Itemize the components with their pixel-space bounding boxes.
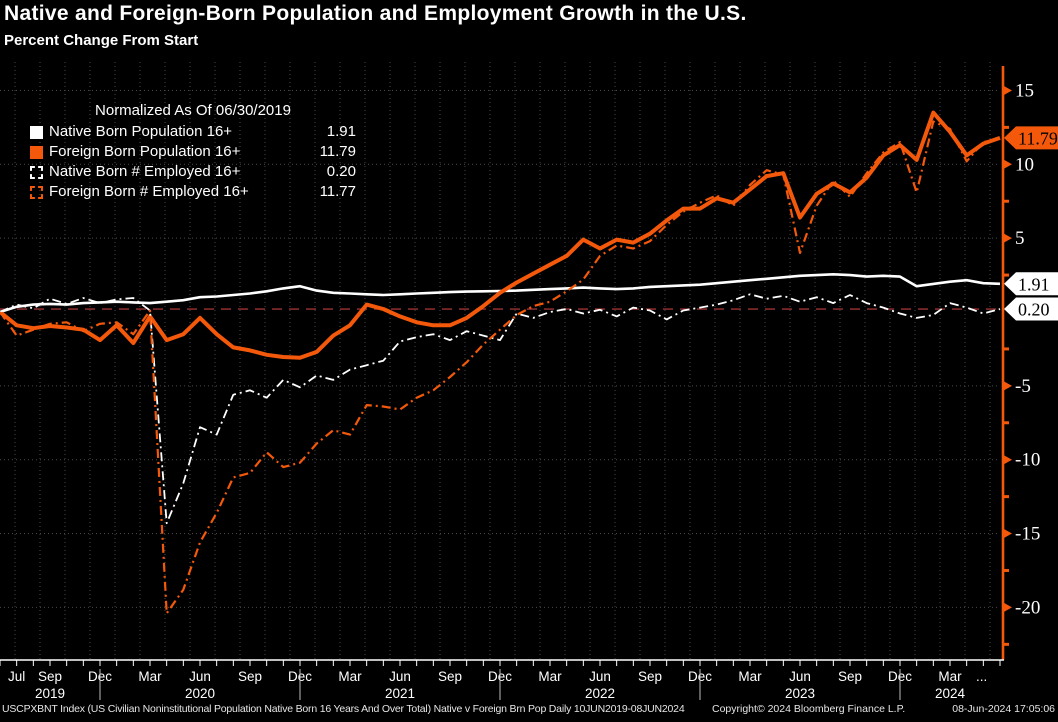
x-axis-month-label: Sep — [238, 669, 262, 684]
chart-legend: Normalized As Of 06/30/2019 Native Born … — [30, 101, 356, 202]
legend-item-label: Foreign Born # Employed 16+ — [49, 183, 249, 200]
page-subtitle: Percent Change From Start — [4, 32, 199, 49]
y-axis-tick-arrow-icon — [1003, 602, 1012, 613]
last-value-tag-label: 0.20 — [1018, 300, 1050, 320]
legend-item-value: 0.20 — [326, 163, 356, 180]
x-axis-year-label: 2024 — [935, 686, 966, 701]
legend-item-label: Native Born Population 16+ — [49, 123, 233, 140]
legend-item-0[interactable]: Native Born Population 16+ 1.91 — [30, 122, 356, 142]
x-axis-month-label: Jun — [589, 669, 611, 684]
y-axis-tick-arrow-icon — [1003, 454, 1012, 465]
x-axis-month-label: Sep — [438, 669, 462, 684]
y-axis-tick-arrow-icon — [1003, 233, 1012, 244]
last-value-tag — [1004, 297, 1058, 321]
x-axis-month-label: Jul — [8, 669, 25, 684]
x-axis-month-label: ... — [976, 669, 987, 684]
legend-item-value: 11.79 — [319, 143, 356, 160]
y-axis-label: -15 — [1015, 524, 1040, 545]
solid-line-swatch-icon — [30, 145, 43, 159]
footer-copyright: Copyright© 2024 Bloomberg Finance L.P. — [712, 703, 906, 715]
legend-item-label: Foreign Born Population 16+ — [49, 143, 241, 160]
y-axis-tick-arrow-icon — [1003, 85, 1012, 96]
legend-item-value: 11.77 — [319, 183, 356, 200]
legend-item-2[interactable]: Native Born # Employed 16+ 0.20 — [30, 162, 356, 182]
x-axis-month-label: Sep — [838, 669, 862, 684]
last-value-tag — [1004, 126, 1058, 150]
series-line-foreign-born-employed-16- — [0, 120, 1001, 615]
last-value-tag-label: 11.79 — [1018, 128, 1058, 148]
x-axis-year-label: 2019 — [35, 686, 65, 701]
y-axis-tick-arrow-icon — [1003, 528, 1012, 539]
last-value-tag-label: 1.91 — [1018, 274, 1050, 294]
x-axis-year-label: 2020 — [185, 686, 215, 701]
y-axis-right: 15 10 5 -5 -10 -15 -20 — [1001, 66, 1040, 660]
solid-line-swatch-icon — [30, 125, 43, 139]
x-axis-month-label: Jun — [789, 669, 811, 684]
y-axis-label: 5 — [1015, 228, 1025, 249]
footer-ticker-description: USCPXBNT Index (US Civilian Noninstituti… — [2, 703, 685, 715]
legend-item-3[interactable]: Foreign Born # Employed 16+ 11.77 — [30, 182, 356, 202]
footer-datetime: 08-Jun-2024 17:05:06 — [952, 703, 1055, 715]
series-line-native-born-employed-16- — [0, 293, 1001, 525]
legend-item-value: 1.91 — [326, 123, 356, 140]
x-axis-month-label: Jun — [389, 669, 411, 684]
legend-rows: Native Born Population 16+ 1.91 Foreign Bo… — [30, 122, 356, 202]
y-axis-tick-arrow-icon — [1003, 380, 1012, 391]
x-axis-month-label: Mar — [538, 669, 562, 684]
legend-normalized-header: Normalized As Of 06/30/2019 — [95, 102, 291, 119]
dashed-line-swatch-icon — [30, 165, 43, 179]
x-axis-month-label: Sep — [38, 669, 62, 684]
y-axis-label: -10 — [1015, 450, 1040, 471]
y-axis-label: 15 — [1015, 80, 1034, 101]
x-axis-year-label: 2021 — [385, 686, 415, 701]
x-axis-month-label: Jun — [189, 669, 211, 684]
x-axis-month-label: Sep — [638, 669, 662, 684]
x-axis-month-label: Mar — [938, 669, 962, 684]
x-axis: Jul Sep Dec Mar Jun Sep Dec Mar Jun Sep Dec Mar Jun S… — [0, 659, 1004, 701]
series-line-foreign-born-population-16- — [0, 110, 1001, 360]
x-axis-month-label: Mar — [738, 669, 762, 684]
dashed-line-swatch-icon — [30, 185, 43, 199]
gridlines — [0, 62, 1000, 660]
x-axis-month-label: Mar — [338, 669, 362, 684]
legend-item-label: Native Born # Employed 16+ — [49, 163, 241, 180]
x-axis-year-label: 2023 — [785, 686, 815, 701]
page-title: Native and Foreign-Born Population and E… — [4, 2, 747, 25]
x-axis-year-label: 2022 — [585, 686, 615, 701]
y-axis-label: 10 — [1015, 154, 1034, 175]
y-axis-label: -20 — [1015, 597, 1040, 618]
y-axis-tick-arrow-icon — [1003, 159, 1012, 170]
x-axis-month-label: Mar — [138, 669, 162, 684]
legend-item-1[interactable]: Foreign Born Population 16+ 11.79 — [30, 142, 356, 162]
last-value-tag — [1004, 272, 1058, 296]
y-axis-label: -5 — [1015, 376, 1031, 397]
last-value-tags: 11.79 1.91 0.20 — [1004, 126, 1058, 321]
